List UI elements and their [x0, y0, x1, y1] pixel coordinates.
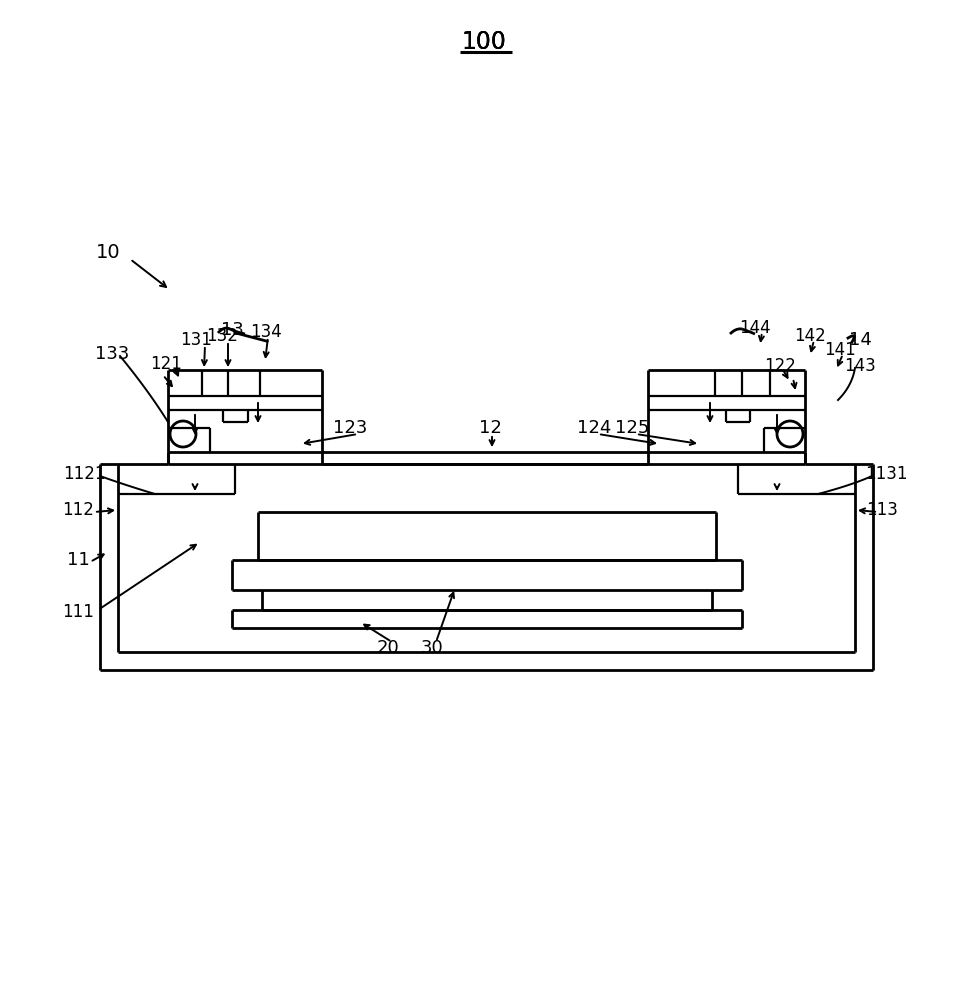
- Text: 14: 14: [848, 331, 870, 349]
- Text: 134: 134: [250, 323, 282, 341]
- Text: 124: 124: [577, 419, 610, 437]
- Text: 142: 142: [794, 327, 825, 345]
- Text: 1131: 1131: [863, 465, 906, 483]
- Text: 100: 100: [461, 30, 506, 54]
- Text: 13: 13: [220, 321, 243, 339]
- Text: 144: 144: [738, 319, 770, 337]
- Text: 131: 131: [180, 331, 211, 349]
- Text: 141: 141: [824, 341, 855, 359]
- Text: 111: 111: [62, 603, 94, 621]
- Text: 122: 122: [764, 357, 796, 375]
- Text: 20: 20: [376, 639, 399, 657]
- Text: 125: 125: [614, 419, 648, 437]
- Text: 113: 113: [865, 501, 897, 519]
- Text: 100: 100: [461, 30, 506, 54]
- Text: 112: 112: [62, 501, 94, 519]
- Text: 11: 11: [67, 551, 89, 569]
- Text: 1121: 1121: [63, 465, 106, 483]
- Text: 121: 121: [150, 355, 182, 373]
- Text: 123: 123: [332, 419, 367, 437]
- Text: 12: 12: [478, 419, 501, 437]
- Text: 133: 133: [95, 345, 129, 363]
- Text: 100: 100: [461, 30, 506, 54]
- Text: 30: 30: [421, 639, 443, 657]
- Text: 132: 132: [205, 327, 237, 345]
- Text: 143: 143: [843, 357, 875, 375]
- Text: 10: 10: [96, 242, 120, 261]
